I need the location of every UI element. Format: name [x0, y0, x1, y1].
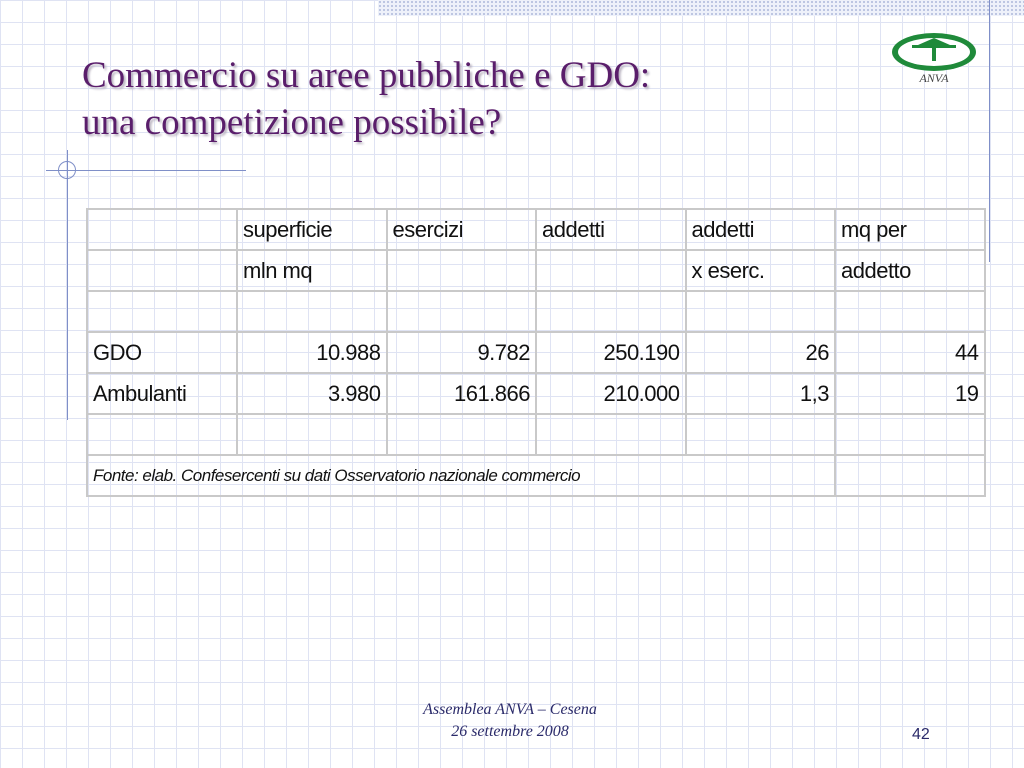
table-cell: 210.000: [535, 372, 687, 415]
slide-title: Commercio su aree pubbliche e GDO: una c…: [82, 52, 882, 146]
header-cell: [86, 249, 238, 292]
top-decorative-band: [378, 0, 1024, 16]
decorative-circle: [58, 161, 76, 179]
table-cell: 3.980: [236, 372, 388, 415]
title-line-2: una competizione possibile?: [82, 102, 502, 143]
header-row-1: superficie esercizi addetti addetti mq p…: [86, 208, 986, 251]
decorative-vertical-line: [989, 0, 990, 262]
footer-event: Assemblea ANVA – Cesena: [423, 701, 597, 718]
table-cell: 19: [834, 372, 986, 415]
decorative-left-line: [67, 150, 68, 420]
table-row-ambulanti: Ambulanti 3.980 161.866 210.000 1,3 19: [86, 372, 986, 415]
table-cell: 1,3: [684, 372, 836, 415]
header-cell: [535, 249, 687, 292]
header-cell: x eserc.: [684, 249, 836, 292]
header-cell: addetti: [684, 208, 836, 251]
table-cell: 44: [834, 331, 986, 374]
source-note: Fonte: elab. Confesercenti su dati Osser…: [86, 454, 836, 497]
anva-logo: ANVA: [892, 33, 976, 85]
header-cell: mq per: [834, 208, 986, 251]
table-cell: 9.782: [385, 331, 537, 374]
footer-date: 26 settembre 2008: [451, 723, 569, 740]
table-cell: 26: [684, 331, 836, 374]
table-row-gdo: GDO 10.988 9.782 250.190 26 44: [86, 331, 986, 374]
title-line-1: Commercio su aree pubbliche e GDO:: [82, 55, 651, 96]
source-row: Fonte: elab. Confesercenti su dati Osser…: [86, 454, 986, 497]
header-cell: addetti: [535, 208, 687, 251]
header-row-2: mln mq x eserc. addetto: [86, 249, 986, 292]
logo-text: ANVA: [918, 71, 949, 85]
table-cell: 10.988: [236, 331, 388, 374]
slide-footer: Assemblea ANVA – Cesena 26 settembre 200…: [340, 699, 680, 743]
header-cell: addetto: [834, 249, 986, 292]
empty-row: [86, 290, 986, 333]
row-label: Ambulanti: [86, 372, 238, 415]
data-table-container: superficie esercizi addetti addetti mq p…: [86, 208, 986, 497]
header-cell: mln mq: [236, 249, 388, 292]
empty-row: [86, 413, 986, 456]
commerce-comparison-table: superficie esercizi addetti addetti mq p…: [86, 208, 986, 497]
header-cell: esercizi: [385, 208, 537, 251]
header-cell: superficie: [236, 208, 388, 251]
page-number: 42: [912, 726, 930, 743]
header-cell: [86, 208, 238, 251]
table-cell: 161.866: [385, 372, 537, 415]
decorative-horizontal-line: [46, 170, 246, 171]
header-cell: [385, 249, 537, 292]
table-cell: 250.190: [535, 331, 687, 374]
row-label: GDO: [86, 331, 238, 374]
